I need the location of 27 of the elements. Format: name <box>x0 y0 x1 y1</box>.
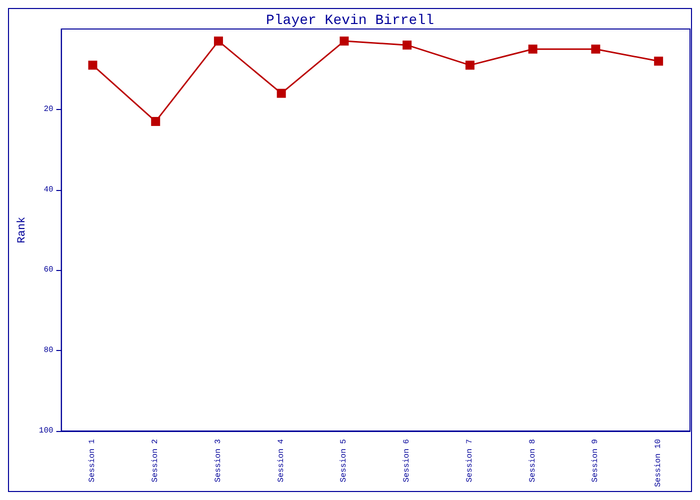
point <box>591 44 600 54</box>
y-axis-title: Rank <box>16 216 28 244</box>
x-tick-label: Session 6 <box>402 438 412 482</box>
point <box>528 44 538 54</box>
point <box>465 60 474 70</box>
point <box>402 40 412 50</box>
x-tick-label: Session 3 <box>214 438 223 482</box>
x-tick-label: Session 1 <box>88 438 98 482</box>
x-tick-label: Session 9 <box>591 438 600 482</box>
y-tick-label: 20 <box>44 104 54 114</box>
point <box>654 56 664 66</box>
y-tick-label: 80 <box>44 346 54 356</box>
x-tick-label: Session 8 <box>528 438 538 482</box>
point <box>214 36 223 46</box>
point <box>88 60 98 70</box>
x-tick-label: Session 4 <box>276 438 286 482</box>
chart-title: Player Kevin Birrell <box>266 13 434 29</box>
x-tick-label: Session 5 <box>340 438 349 482</box>
x-tick-label: Session 10 <box>654 438 664 488</box>
y-tick-label: 60 <box>44 266 54 275</box>
x-tick-label: Session 2 <box>151 438 160 482</box>
x-tick-label: Session 7 <box>465 438 474 482</box>
point <box>340 36 349 46</box>
y-tick-label: 40 <box>44 185 54 194</box>
y-tick-label: 100 <box>38 426 54 436</box>
point <box>151 116 160 126</box>
point <box>276 88 286 98</box>
